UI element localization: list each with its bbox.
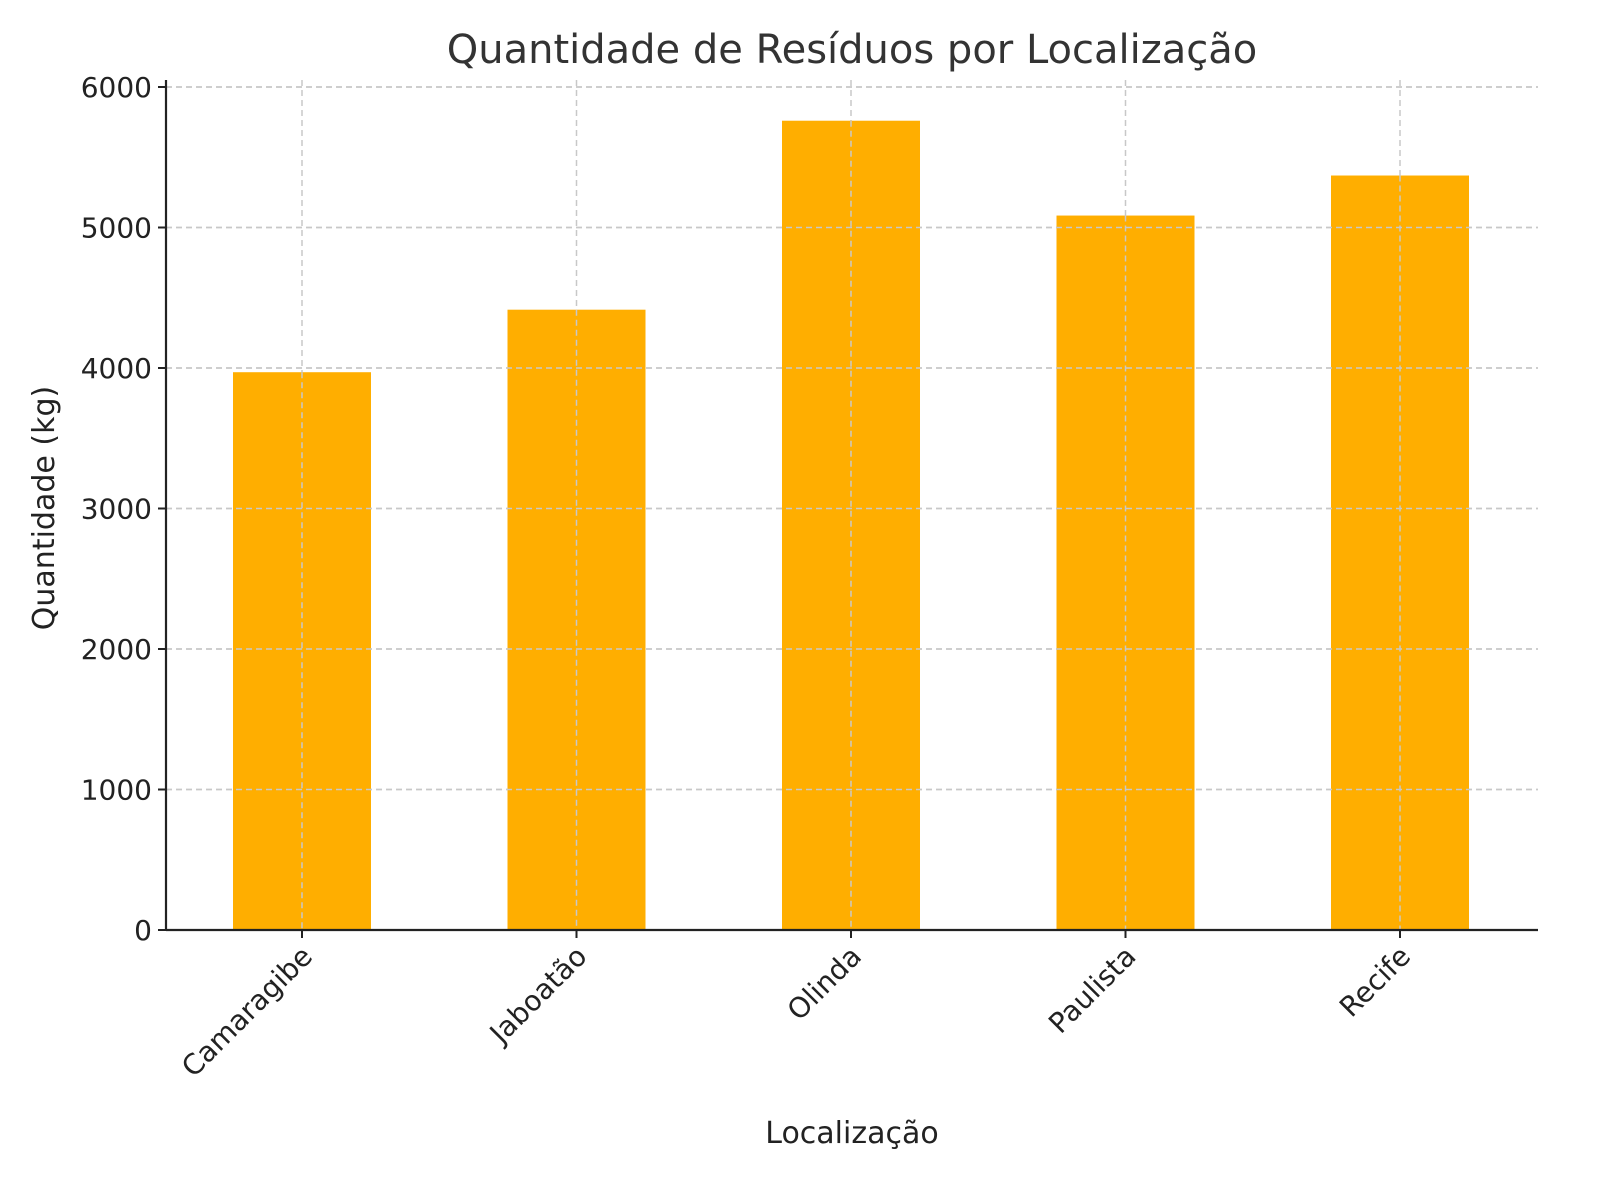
x-tick-labels: Camaragibe Jaboatão Olinda Paulista Recife <box>175 940 1417 1084</box>
y-tick-label: 1000 <box>81 774 152 807</box>
x-tick-label: Olinda <box>781 940 868 1027</box>
y-tick-label: 0 <box>134 914 152 947</box>
chart-title: Quantidade de Resíduos por Localização <box>447 27 1257 73</box>
x-tick-label: Camaragibe <box>175 940 319 1084</box>
bars-layer <box>166 86 1538 931</box>
y-tick-label: 6000 <box>81 71 152 104</box>
x-axis-label: Localização <box>765 1116 938 1151</box>
x-tick-label: Paulista <box>1042 940 1142 1040</box>
y-tick-label: 2000 <box>81 633 152 666</box>
axes-layer <box>158 80 1538 938</box>
bar-paulista <box>1056 215 1195 930</box>
x-tick-label: Recife <box>1333 940 1417 1024</box>
y-tick-label: 5000 <box>81 212 152 245</box>
y-axis-label: Quantidade (kg) <box>27 386 62 630</box>
y-tick-label: 3000 <box>81 493 152 526</box>
x-tick-label: Jaboatão <box>482 940 594 1052</box>
y-tick-label: 4000 <box>81 352 152 385</box>
y-tick-labels: 0 1000 2000 3000 4000 5000 6000 <box>81 71 152 947</box>
